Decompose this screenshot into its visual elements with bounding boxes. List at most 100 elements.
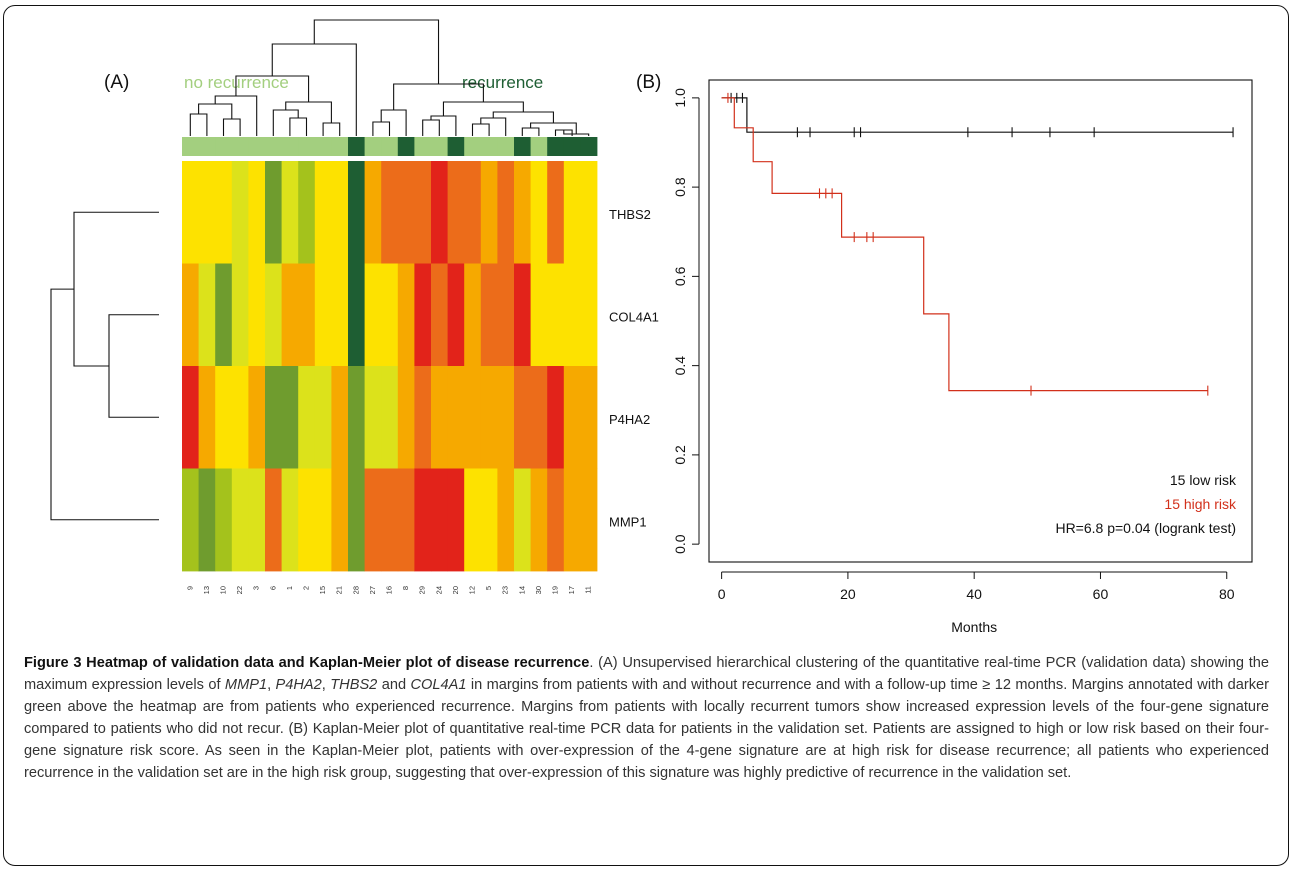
heatmap-cell [580, 263, 598, 367]
caption-text: , [267, 677, 276, 693]
caption-text: and [377, 677, 411, 693]
heatmap-cell [182, 161, 199, 264]
heatmap-cell [464, 468, 482, 572]
group-annotation-cell [464, 137, 482, 156]
column-dendrogram-branch [222, 118, 241, 136]
caption-gene-name: COL4A1 [410, 677, 467, 693]
column-dendrogram-branch [313, 19, 440, 84]
heatmap-cell [497, 263, 515, 367]
heatmap-column-label: 20 [451, 586, 460, 594]
y-tick-label: 0.6 [672, 266, 688, 286]
heatmap-column-label: 21 [335, 586, 344, 594]
heatmap-cell [198, 468, 216, 572]
heatmap-cell [265, 366, 282, 469]
heatmap-cell [364, 161, 382, 264]
heatmap-row-label: P4HA2 [609, 412, 650, 427]
heatmap-column-label: 29 [418, 586, 427, 594]
panel-b-label: (B) [636, 72, 661, 93]
heatmap-column-label: 14 [517, 586, 526, 594]
heatmap-cell [298, 366, 316, 469]
group-annotation-cell [198, 137, 216, 156]
caption-gene-name: MMP1 [224, 677, 268, 693]
heatmap-column-label: 12 [468, 586, 477, 594]
group-annotation-cell [215, 137, 233, 156]
column-dendrogram-branch [430, 115, 457, 136]
heatmap-cell [348, 161, 365, 264]
heatmap-cell [331, 468, 349, 572]
heatmap-cell [298, 468, 316, 572]
x-tick-label: 0 [718, 586, 726, 602]
row-dendrogram-branch [73, 211, 159, 367]
group-annotation-cell [563, 137, 581, 156]
heatmap-cell [314, 161, 332, 264]
heatmap-cell [447, 468, 465, 572]
heatmap-cell [231, 263, 249, 367]
column-dendrogram-branch [198, 103, 233, 119]
heatmap-cell [348, 263, 365, 367]
group-annotation-cell [331, 137, 349, 156]
heatmap-column-label: 8 [401, 586, 410, 590]
column-dendrogram-branch [285, 101, 332, 123]
figure-frame: (A) (B) THBS2 COL4A1 P4HA2 MMP1 9 13 10 22 3 6 1 2 1… [3, 5, 1289, 866]
heatmap-column-label: 17 [567, 586, 576, 594]
heatmap-cell [580, 161, 598, 264]
heatmap-column-label: 15 [318, 586, 327, 594]
heatmap-cell [431, 263, 448, 367]
x-tick-label: 40 [966, 586, 982, 602]
x-tick-label: 20 [840, 586, 856, 602]
heatmap-cell [563, 263, 581, 367]
heatmap-cell [265, 468, 282, 572]
heatmap-cell [364, 366, 382, 469]
heatmap-cell [248, 161, 266, 264]
group-annotation-cell [248, 137, 266, 156]
heatmap-cell [215, 161, 233, 264]
heatmap-column-label: 30 [534, 586, 543, 594]
heatmap-cell [265, 263, 282, 367]
panel-a-label: (A) [104, 72, 129, 93]
heatmap-cell [414, 161, 432, 264]
heatmap-cell [547, 161, 565, 264]
logrank-annotation: HR=6.8 p=0.04 (logrank test) [1055, 520, 1236, 536]
heatmap-cell [381, 161, 399, 264]
heatmap-cell [464, 161, 482, 264]
heatmap-cell [397, 366, 415, 469]
caption-body: . (A) Unsupervised hierarchical clusteri… [24, 655, 1269, 781]
column-dendrogram-branch [480, 117, 507, 136]
survival-curve-low-risk [721, 97, 1234, 133]
heatmap-cell [281, 468, 299, 572]
heatmap-column-label: 28 [351, 586, 360, 594]
heatmap-column-label: 19 [551, 586, 560, 594]
heatmap-cell [563, 161, 581, 264]
column-dendrogram-branch [442, 101, 524, 116]
heatmap-cell [514, 366, 531, 469]
heatmap-cell [314, 263, 332, 367]
caption-text: in margins from patients with and withou… [24, 677, 1270, 781]
heatmap-cell [231, 468, 249, 572]
heatmap-cell [563, 468, 581, 572]
group-annotation-cell [265, 137, 282, 156]
heatmap-cell [182, 468, 199, 572]
group-annotation-cell [364, 137, 382, 156]
heatmap-cell [414, 366, 432, 469]
heatmap-cell [215, 366, 233, 469]
heatmap-cell [182, 366, 199, 469]
group-annotation-cell [397, 137, 415, 156]
group-annotation-cell [281, 137, 299, 156]
y-tick-label: 0.8 [672, 177, 688, 197]
heatmap-cell [447, 366, 465, 469]
column-dendrogram-branch [189, 113, 208, 136]
heatmap-column-label: 23 [501, 586, 510, 594]
x-tick-label: 80 [1219, 586, 1235, 602]
heatmap-cell [530, 468, 548, 572]
column-dendrogram-branch [471, 123, 490, 136]
y-tick-label: 0.0 [672, 534, 688, 554]
heatmap-cell [281, 263, 299, 367]
heatmap-cell [414, 468, 432, 572]
column-dendrogram-branch [521, 127, 540, 136]
column-dendrogram-branch [272, 109, 299, 136]
heatmap-row-label: THBS2 [609, 207, 651, 222]
heatmap-cell [198, 366, 216, 469]
heatmap-row-label: MMP1 [609, 515, 647, 530]
